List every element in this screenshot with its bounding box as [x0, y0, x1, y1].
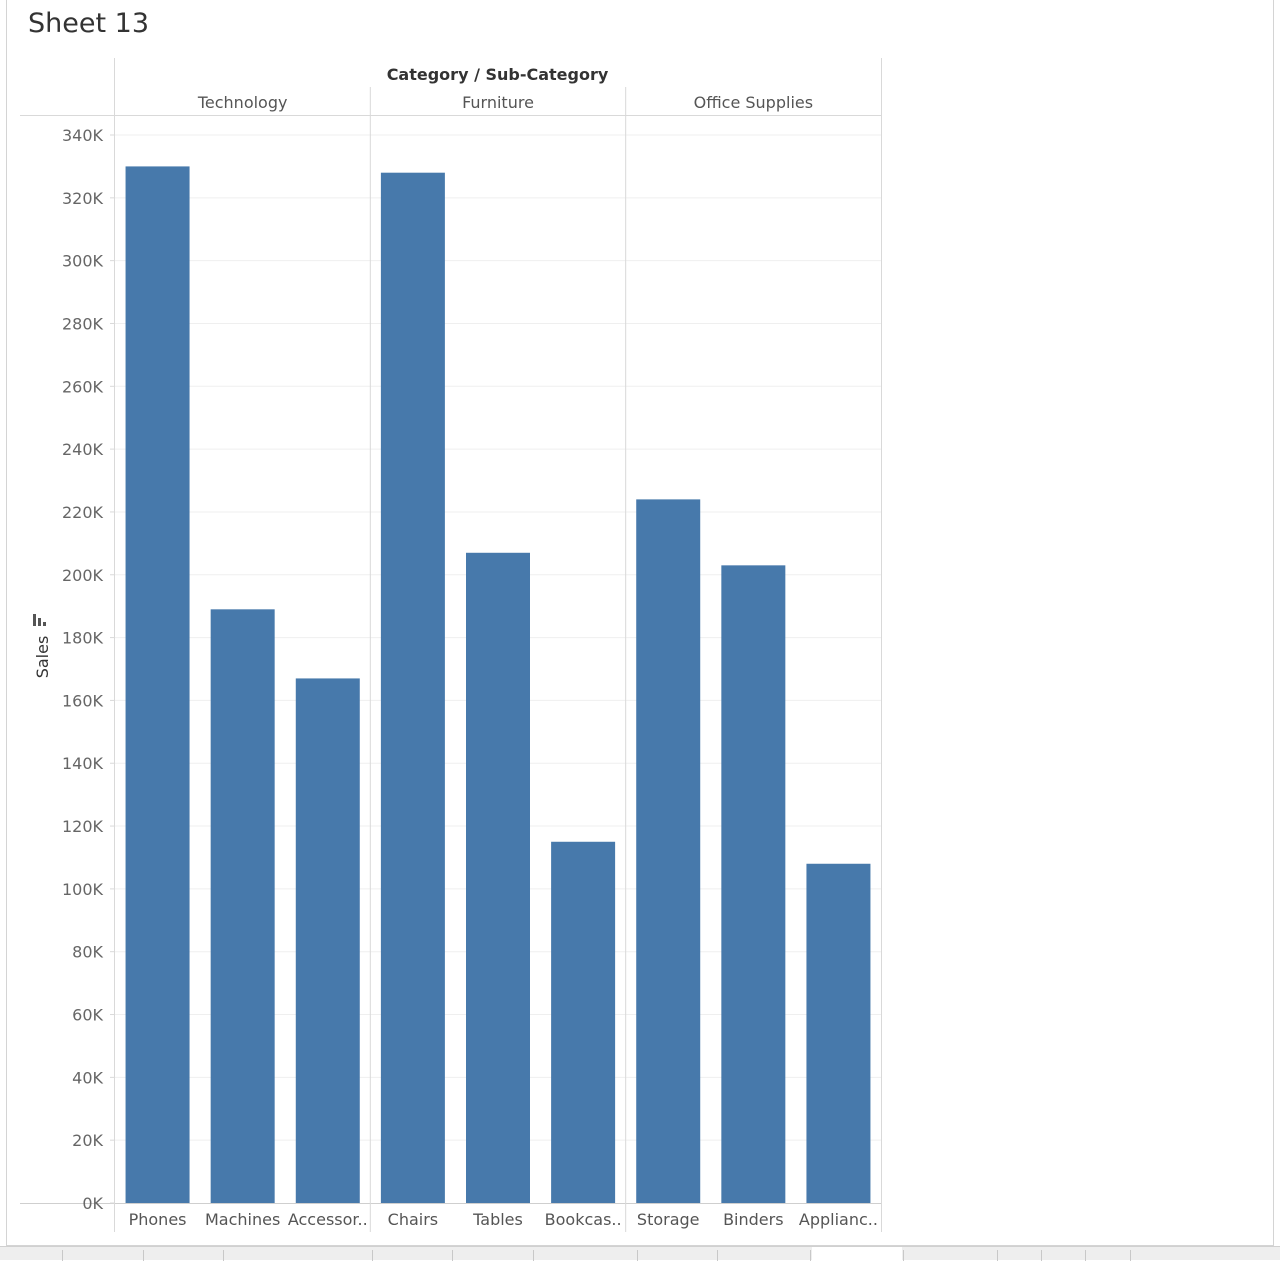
category-header: Technology	[197, 93, 288, 112]
y-tick-label: 20K	[72, 1131, 103, 1150]
tab-divider	[223, 1250, 224, 1261]
y-tick-label: 340K	[62, 126, 104, 145]
y-tick-label: 240K	[62, 440, 104, 459]
bar[interactable]	[125, 166, 190, 1204]
y-tick-label: 200K	[62, 566, 104, 585]
y-tick-label: 80K	[72, 943, 103, 962]
y-tick-label: 220K	[62, 503, 104, 522]
bar[interactable]	[466, 552, 530, 1203]
sort-icon[interactable]	[33, 614, 46, 626]
y-tick-label: 40K	[72, 1068, 103, 1087]
active-sheet-tab[interactable]	[812, 1247, 902, 1261]
y-tick-label: 260K	[62, 377, 104, 396]
tab-divider	[143, 1250, 144, 1261]
tab-divider	[1130, 1250, 1131, 1261]
bar[interactable]	[636, 499, 701, 1203]
y-tick-label: 180K	[62, 629, 104, 648]
tab-divider	[903, 1250, 904, 1261]
tab-divider	[533, 1250, 534, 1261]
y-tick-label: 320K	[62, 189, 104, 208]
x-tick-label: Accessor..	[288, 1210, 368, 1229]
x-tick-label: Chairs	[388, 1210, 438, 1229]
y-tick-label: 100K	[62, 880, 104, 899]
category-header: Furniture	[462, 93, 534, 112]
x-tick-label: Bookcas..	[545, 1210, 622, 1229]
column-headers: Category / Sub-Category Technology Furnit…	[197, 65, 813, 112]
tab-divider	[62, 1250, 63, 1261]
chart-frame	[20, 58, 882, 1232]
tab-divider	[1085, 1250, 1086, 1261]
x-axis: Phones Machines Accessor.. Chairs Tables Book…	[129, 1210, 878, 1229]
bar[interactable]	[721, 565, 786, 1203]
x-tick-label: Phones	[129, 1210, 187, 1229]
column-header-title: Category / Sub-Category	[387, 65, 609, 84]
sheet-tab-strip	[0, 1246, 1280, 1261]
tab-divider	[637, 1250, 638, 1261]
bar[interactable]	[295, 678, 360, 1203]
y-tick-label: 120K	[62, 817, 104, 836]
category-header: Office Supplies	[694, 93, 813, 112]
x-tick-label: Machines	[205, 1210, 280, 1229]
bars	[125, 166, 871, 1204]
y-tick-label: 60K	[72, 1006, 103, 1025]
y-tick-label: 0K	[82, 1194, 103, 1213]
y-tick-label: 160K	[62, 691, 104, 710]
x-tick-label: Applianc..	[799, 1210, 878, 1229]
tab-divider	[372, 1250, 373, 1261]
y-axis: 0K 20K 40K 60K 80K 100K 120K 140K 160K 180K 200K 22…	[62, 126, 115, 1213]
bar[interactable]	[551, 841, 616, 1203]
sheet-title: Sheet 13	[28, 8, 149, 39]
bar[interactable]	[806, 863, 871, 1203]
y-tick-label: 280K	[62, 314, 104, 333]
x-tick-label: Binders	[723, 1210, 783, 1229]
tab-divider	[452, 1250, 453, 1261]
y-axis-label: Sales	[33, 636, 52, 679]
x-tick-label: Tables	[472, 1210, 523, 1229]
x-tick-label: Storage	[637, 1210, 700, 1229]
bar[interactable]	[210, 609, 275, 1203]
tab-divider	[1041, 1250, 1042, 1261]
y-tick-label: 300K	[62, 252, 104, 271]
bar[interactable]	[380, 172, 445, 1204]
worksheet: Sheet 13	[6, 0, 1274, 1246]
y-tick-label: 140K	[62, 754, 104, 773]
tab-divider	[810, 1250, 811, 1261]
tab-divider	[997, 1250, 998, 1261]
tab-divider	[717, 1250, 718, 1261]
